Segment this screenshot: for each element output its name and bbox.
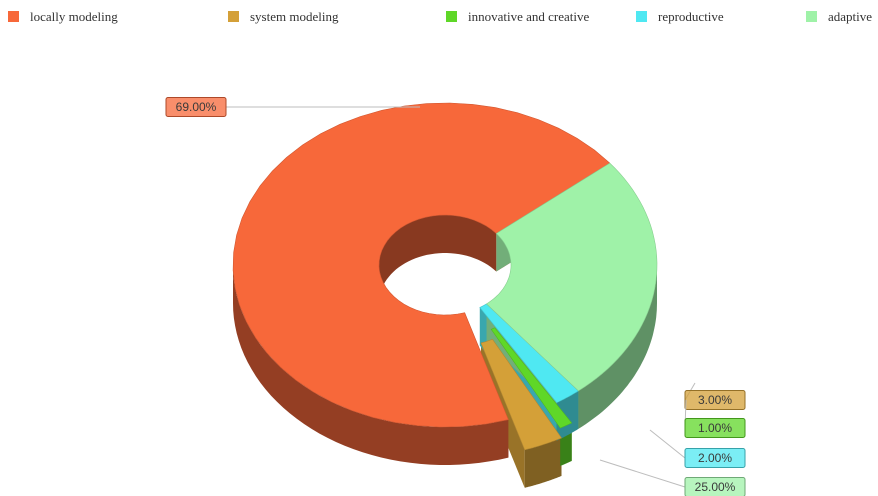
slice-system-modeling [480,338,562,451]
data-label-box-innovative-and-creative [684,418,746,438]
slice-locally-modeling [232,102,611,428]
data-label-locally-modeling: 69.00% [176,100,217,114]
legend-swatch [8,11,19,22]
slice-outer-wall-locally-modeling [233,265,509,465]
slice-adaptive [486,162,658,392]
legend-label: locally modeling [30,9,118,24]
leader-line-reproductive [649,429,686,459]
data-label-system-modeling: 3.00% [698,393,732,407]
leader-line-adaptive [599,459,686,488]
data-label-box-system-modeling [684,390,746,410]
data-label-reproductive: 2.00% [698,451,732,465]
data-label-box-reproductive [684,448,746,468]
legend-swatch [636,11,647,22]
slice-inner-wall-locally-modeling [379,215,497,303]
legend-label: adaptive [828,9,873,24]
chart-legend: locally modeling system modeling innovativ… [0,0,878,34]
data-label-box-locally-modeling [165,97,227,117]
data-labels: 69.00% 3.00% 1.00% 2.00% 25.00% [165,97,746,496]
legend-swatch [806,11,817,22]
legend-swatch [446,11,457,22]
data-label-box-adaptive [684,477,746,496]
legend-label: innovative and creative [468,9,590,24]
slice-outer-wall-adaptive [578,265,657,429]
slice-outer-wall-reproductive [556,390,579,441]
slice-tops [232,102,658,451]
data-label-innovative-and-creative: 1.00% [698,421,732,435]
slice-outer-wall-system-modeling [524,438,562,488]
slice-innovative-and-creative [490,327,573,429]
legend-label: reproductive [658,9,724,24]
data-label-adaptive: 25.00% [695,480,736,494]
legend-swatch [228,11,239,22]
legend-label: system modeling [250,9,339,24]
